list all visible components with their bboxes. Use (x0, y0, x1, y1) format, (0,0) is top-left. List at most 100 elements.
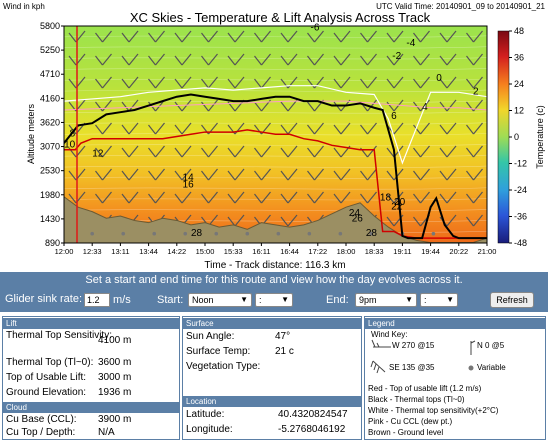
wind-barb-icon (227, 168, 245, 181)
end-hour-select[interactable]: 9pm ▼ (355, 293, 417, 307)
longitude-label: Longitude: (186, 424, 233, 435)
start-hour-select[interactable]: Noon ▼ (188, 293, 252, 307)
wind-barb-icon (386, 76, 404, 89)
wind-barb-icon (360, 191, 377, 204)
end-hour-value: 9pm (359, 295, 377, 305)
y-tick-label: 5800 (40, 21, 60, 31)
wind-barb-icon (360, 30, 377, 43)
latitude-value: 40.4320824547 (278, 409, 348, 420)
wind-barb-icon (307, 30, 324, 43)
cloud-header: Cloud (3, 402, 179, 413)
colorbar-tick-label: -12 (514, 159, 527, 169)
wind-barb-icon (307, 53, 324, 66)
colorbar-label: Temperature (c) (535, 105, 545, 169)
chevron-down-icon: ▼ (281, 295, 289, 304)
wind-barb-icon (227, 76, 245, 89)
isotherm-line (64, 78, 487, 81)
isotherm-line (64, 122, 487, 125)
x-tick-label: 15:00 (196, 247, 215, 256)
sink-rate-input[interactable]: 1.2 (84, 293, 110, 307)
x-axis-label: Time - Track distance: 116.3 km (204, 260, 345, 271)
wind-barb-icon (227, 53, 245, 66)
isotherm-line (64, 176, 487, 179)
chevron-down-icon: ▼ (405, 295, 413, 304)
thermal-top-sensitivity-label: Thermal Top Sensitivity: (6, 330, 112, 341)
isotherm-line (64, 144, 487, 147)
longitude-value: -5.2768046192 (278, 424, 346, 435)
wind-barb-icon (280, 214, 298, 227)
wind-barb-icon (466, 122, 483, 135)
wind-barb-icon (148, 76, 165, 89)
end-label: End: (326, 294, 349, 306)
surface-panel: Surface Sun Angle: 47° Surface Temp: 21 … (182, 316, 362, 440)
x-tick-label: 21:00 (478, 247, 497, 256)
vegetation-type-label: Vegetation Type: (186, 361, 261, 372)
usable-lift-label: Top of Usable Lift: (6, 372, 87, 383)
start-minute-select[interactable]: : ▼ (255, 293, 293, 307)
wind-barb-icon (121, 99, 139, 112)
y-tick-label: 1980 (40, 190, 60, 200)
wind-barb-icon (413, 168, 430, 181)
x-tick-label: 12:33 (83, 247, 102, 256)
wind-key-label: Wind Key: (371, 330, 408, 339)
wind-barb-icon (254, 145, 271, 158)
wind-barb-icon (121, 76, 139, 89)
wind-barb-icon (254, 76, 271, 89)
wind-barb-icon (254, 191, 271, 204)
end-minute-select[interactable]: : ▼ (420, 293, 458, 307)
variable-wind-dot (276, 231, 281, 236)
sink-rate-unit: m/s (113, 294, 131, 306)
start-minute-value: : (259, 295, 262, 305)
end-minute-value: : (424, 295, 427, 305)
wind-barb-icon (148, 145, 165, 158)
wind-barb-icon (121, 145, 139, 158)
y-tick-label: 890 (45, 238, 60, 248)
colorbar-tick-label: -48 (514, 238, 527, 248)
colorbar-tick-label: 0 (514, 132, 519, 142)
refresh-button[interactable]: Refresh (490, 292, 534, 308)
wind-barb-icon (413, 53, 430, 66)
cu-base-label: Cu Base (CCL): (6, 414, 77, 425)
x-tick-label: 18:33 (365, 247, 384, 256)
sun-angle-value: 47° (275, 331, 291, 342)
series-layer (64, 85, 487, 243)
series-line-1 (64, 93, 487, 240)
location-header: Location (183, 396, 361, 407)
variable-wind-icon (468, 365, 474, 371)
cu-base-value: 3900 m (98, 414, 132, 425)
colorbar-tick-label: -36 (514, 212, 527, 222)
contour-label: 22 (391, 201, 403, 212)
wind-barb-icon (439, 53, 457, 66)
wind-barb-icon (227, 214, 245, 227)
contour-label: 24 (349, 208, 361, 219)
x-tick-label: 16:44 (280, 247, 299, 256)
wind-barb-icon (280, 168, 298, 181)
legend-black: Black - Thermal tops (Tl~0) (368, 395, 465, 404)
x-tick-label: 15:33 (224, 247, 243, 256)
contour-label: 14 (183, 173, 195, 184)
barb-se135-icon (370, 360, 386, 374)
legend-white: White - Thermal top sensitivity(+2°C) (368, 406, 499, 415)
wind-key-n0: N 0 @5 (477, 341, 505, 350)
controls-instruction: Set a start and end time for this route … (85, 274, 463, 286)
wind-barb-icon (413, 122, 430, 135)
wind-barb-icon (439, 191, 457, 204)
wind-barb-icon (201, 30, 218, 43)
wind-barb-icon (201, 53, 218, 66)
y-tick-label: 5250 (40, 45, 60, 55)
contour-label: 10 (64, 140, 76, 151)
plot-frame (63, 25, 488, 244)
wind-barb-icon (307, 168, 324, 181)
colorbar-ticks: 48 36 24 12 0 -12 -24 -36 -48 (509, 26, 527, 248)
variable-wind-dot (214, 231, 219, 236)
isotherm-line (64, 209, 487, 212)
wind-barb-icon (466, 76, 483, 89)
wind-key-se135: SE 135 @35 (389, 363, 435, 372)
isotherm-line (64, 57, 487, 60)
y-tick-label: 3070 (40, 142, 60, 152)
series-line-3 (64, 100, 487, 111)
chevron-down-icon: ▼ (446, 295, 454, 304)
contour-label: 26 (352, 213, 364, 224)
wind-barb-icon (174, 53, 192, 66)
wind-barb-icon (95, 191, 112, 204)
